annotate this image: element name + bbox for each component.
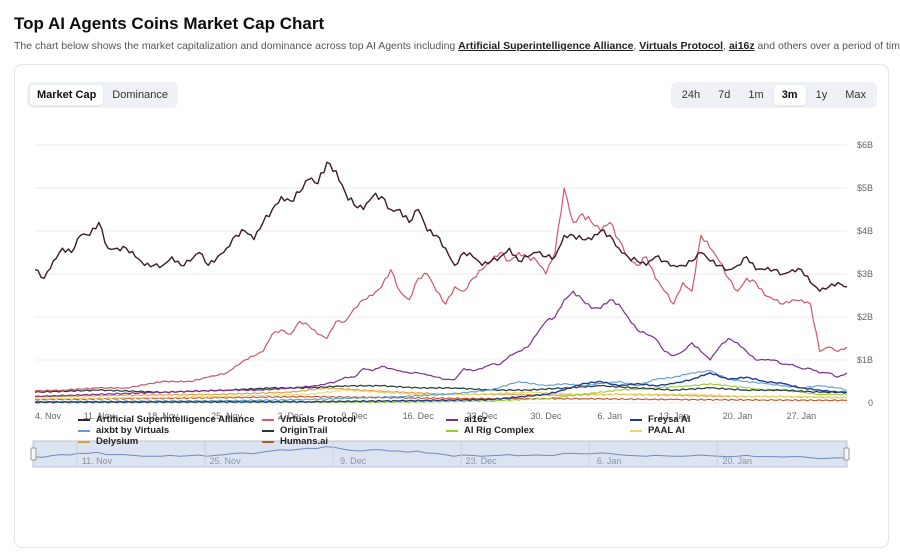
- legend-swatch: [630, 429, 642, 432]
- range-3m[interactable]: 3m: [773, 85, 806, 105]
- legend-label: Freysa AI: [648, 414, 691, 425]
- view-toggle: Market Cap Dominance: [27, 82, 178, 108]
- range-7d[interactable]: 7d: [718, 89, 731, 101]
- legend-item[interactable]: Delysium: [78, 436, 262, 447]
- subtitle-prefix: The chart below shows the market capital…: [14, 40, 459, 52]
- legend-item[interactable]: OriginTrail: [262, 425, 446, 436]
- x-tick-label: 30. Dec: [530, 411, 562, 421]
- legend-swatch: [630, 418, 642, 421]
- legend-label: Virtuals Protocol: [280, 414, 356, 425]
- legend-item[interactable]: Freysa AI: [630, 414, 770, 425]
- range-selector: 24h 7d 1m 3m 1y Max: [670, 82, 877, 108]
- series-line: [34, 161, 848, 292]
- chart-grid: [35, 144, 847, 404]
- chart-series: [34, 161, 848, 404]
- navigator-label: 20. Jan: [722, 456, 752, 466]
- series-line: [34, 387, 848, 399]
- legend-label: Humans.ai: [280, 436, 329, 447]
- navigator-label: 6. Jan: [597, 456, 622, 466]
- x-tick-label: 25. Nov: [211, 411, 243, 421]
- legend-label: ai16z: [464, 414, 488, 425]
- legend-swatch: [78, 418, 90, 421]
- legend-item[interactable]: Humans.ai: [262, 436, 446, 447]
- x-tick-label: 23. Dec: [467, 411, 499, 421]
- legend-label: OriginTrail: [280, 425, 328, 436]
- legend-swatch: [262, 429, 274, 432]
- legend-item[interactable]: PAAL AI: [630, 425, 770, 436]
- x-tick-label: 16. Dec: [403, 411, 435, 421]
- legend-label: AI Rig Complex: [464, 425, 535, 436]
- legend-label: Artificial Superintelligence Alliance: [96, 414, 255, 425]
- y-tick-label: $5B: [857, 183, 873, 193]
- range-1m[interactable]: 1m: [748, 89, 764, 101]
- y-tick-label: $3B: [857, 269, 873, 279]
- legend-label: PAAL AI: [648, 425, 685, 436]
- page-title: Top AI Agents Coins Market Cap Chart: [14, 14, 325, 33]
- subtitle-separator: ,: [633, 40, 640, 52]
- navigator-labels: 11. Nov 25. Nov 9. Dec 23. Dec 6. Jan 20. Jan: [76, 441, 752, 467]
- legend-swatch: [262, 440, 274, 443]
- y-axis: 0 $1B $2B $3B $4B $5B $6B: [857, 140, 873, 408]
- range-24h[interactable]: 24h: [681, 89, 701, 101]
- market-cap-chart[interactable]: 0 $1B $2B $3B $4B $5B $6B 4. Nov 11. Nov 18. Nov…: [15, 65, 888, 545]
- x-tick-label: 2. Dec: [277, 411, 304, 421]
- chart-card: Market Cap Dominance 24h 7d 1m 3m 1y Max…: [14, 64, 889, 548]
- x-tick-label: 9. Dec: [341, 411, 368, 421]
- navigator-label: 23. Dec: [466, 456, 498, 466]
- link-artificial-superintelligence-alliance[interactable]: Artificial Superintelligence Alliance: [458, 40, 634, 52]
- y-tick-label: $6B: [857, 140, 873, 150]
- legend-swatch: [446, 418, 458, 421]
- navigator-label: 11. Nov: [82, 456, 113, 466]
- chart-legend: Artificial Superintelligence Alliance Vir…: [78, 414, 778, 447]
- legend-label: aixbt by Virtuals: [96, 425, 170, 436]
- range-max[interactable]: Max: [845, 89, 866, 101]
- x-tick-label: 27. Jan: [787, 411, 817, 421]
- x-tick-label: 4. Nov: [35, 411, 62, 421]
- legend-swatch: [78, 440, 90, 443]
- range-navigator[interactable]: 11. Nov 25. Nov 9. Dec 23. Dec 6. Jan 20. Jan: [30, 440, 850, 468]
- page-subtitle: The chart below shows the market capital…: [14, 40, 900, 52]
- legend-item[interactable]: AI Rig Complex: [446, 425, 630, 436]
- range-1y[interactable]: 1y: [815, 89, 828, 101]
- legend-item[interactable]: Artificial Superintelligence Alliance: [78, 414, 262, 425]
- y-tick-label: $1B: [857, 355, 873, 365]
- y-tick-label: $2B: [857, 312, 873, 322]
- series-line: [34, 187, 848, 392]
- navigator-handle-right[interactable]: [843, 447, 850, 461]
- x-tick-label: 13. Jan: [659, 411, 689, 421]
- subtitle-separator: ,: [723, 40, 729, 52]
- y-tick-label: $4B: [857, 226, 873, 236]
- tab-market-cap[interactable]: Market Cap: [30, 85, 104, 105]
- x-tick-label: 18. Nov: [147, 411, 179, 421]
- x-tick-label: 20. Jan: [723, 411, 753, 421]
- x-axis: 4. Nov 11. Nov 18. Nov 25. Nov 2. Dec 9. Dec 1…: [35, 411, 816, 421]
- series-line: [34, 372, 848, 404]
- series-line: [34, 395, 848, 402]
- legend-swatch: [78, 429, 90, 432]
- link-ai16z[interactable]: ai16z: [728, 40, 755, 52]
- legend-swatch: [262, 418, 274, 421]
- legend-item[interactable]: ai16z: [446, 414, 630, 425]
- link-virtuals-protocol[interactable]: Virtuals Protocol: [639, 40, 724, 52]
- tab-dominance[interactable]: Dominance: [112, 89, 168, 101]
- x-tick-label: 6. Jan: [598, 411, 623, 421]
- legend-label: Delysium: [96, 436, 139, 447]
- subtitle-suffix: and others over a period of time.: [754, 40, 900, 52]
- legend-item[interactable]: aixbt by Virtuals: [78, 425, 262, 436]
- navigator-label: 9. Dec: [340, 456, 367, 466]
- navigator-series: [32, 446, 848, 460]
- navigator-handle-left[interactable]: [30, 447, 37, 461]
- navigator-label: 25. Nov: [210, 456, 242, 466]
- legend-item[interactable]: Virtuals Protocol: [262, 414, 446, 425]
- x-tick-label: 11. Nov: [84, 411, 115, 421]
- series-line: [34, 369, 848, 403]
- legend-swatch: [446, 429, 458, 432]
- y-tick-label: 0: [868, 398, 873, 408]
- series-line: [34, 290, 848, 398]
